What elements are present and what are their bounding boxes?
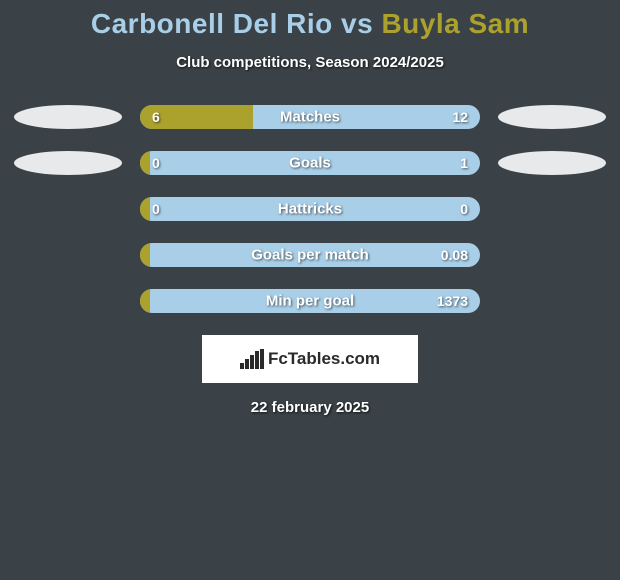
bar-left-fill (140, 197, 150, 221)
stat-right-value: 12 (452, 109, 468, 125)
stat-right-value: 0.08 (441, 247, 468, 263)
stat-row: Hattricks 0 0 (0, 197, 620, 221)
logo-chart-icon (240, 349, 264, 369)
stat-bar: Goals 0 1 (140, 151, 480, 175)
left-ellipse-spacer (14, 243, 122, 267)
page-title: Carbonell Del Rio vs Buyla Sam (0, 8, 620, 40)
left-ellipse (14, 151, 122, 175)
logo-text: FcTables.com (268, 349, 380, 369)
stat-bar: Hattricks 0 0 (140, 197, 480, 221)
subtitle: Club competitions, Season 2024/2025 (0, 54, 620, 71)
date-label: 22 february 2025 (0, 399, 620, 416)
bar-left-fill (140, 151, 150, 175)
stat-label: Goals per match (251, 247, 369, 264)
stat-row: Min per goal 1373 (0, 289, 620, 313)
left-ellipse (14, 105, 122, 129)
stat-row: Matches 6 12 (0, 105, 620, 129)
bar-left-fill (140, 243, 150, 267)
left-ellipse-spacer (14, 289, 122, 313)
right-ellipse-spacer (498, 243, 606, 267)
vs-text: vs (333, 8, 382, 39)
stat-right-value: 0 (460, 201, 468, 217)
left-ellipse-spacer (14, 197, 122, 221)
stat-bar: Matches 6 12 (140, 105, 480, 129)
stats-comparison-card: Carbonell Del Rio vs Buyla Sam Club comp… (0, 0, 620, 416)
stats-list: Matches 6 12 Goals 0 1 Hattricks 0 0 Goals per ma… (0, 105, 620, 313)
bar-left-fill (140, 289, 150, 313)
player1-name: Carbonell Del Rio (91, 8, 333, 39)
right-ellipse-spacer (498, 197, 606, 221)
stat-label: Matches (280, 109, 340, 126)
stat-right-value: 1373 (437, 293, 468, 309)
stat-label: Goals (289, 155, 331, 172)
right-ellipse (498, 105, 606, 129)
stat-label: Min per goal (266, 293, 354, 310)
stat-left-value: 0 (152, 201, 160, 217)
stat-bar: Goals per match 0.08 (140, 243, 480, 267)
stat-left-value: 6 (152, 109, 160, 125)
logo-box[interactable]: FcTables.com (202, 335, 418, 383)
right-ellipse-spacer (498, 289, 606, 313)
stat-left-value: 0 (152, 155, 160, 171)
player2-name: Buyla Sam (381, 8, 529, 39)
stat-bar: Min per goal 1373 (140, 289, 480, 313)
stat-right-value: 1 (460, 155, 468, 171)
stat-label: Hattricks (278, 201, 342, 218)
stat-row: Goals 0 1 (0, 151, 620, 175)
stat-row: Goals per match 0.08 (0, 243, 620, 267)
right-ellipse (498, 151, 606, 175)
